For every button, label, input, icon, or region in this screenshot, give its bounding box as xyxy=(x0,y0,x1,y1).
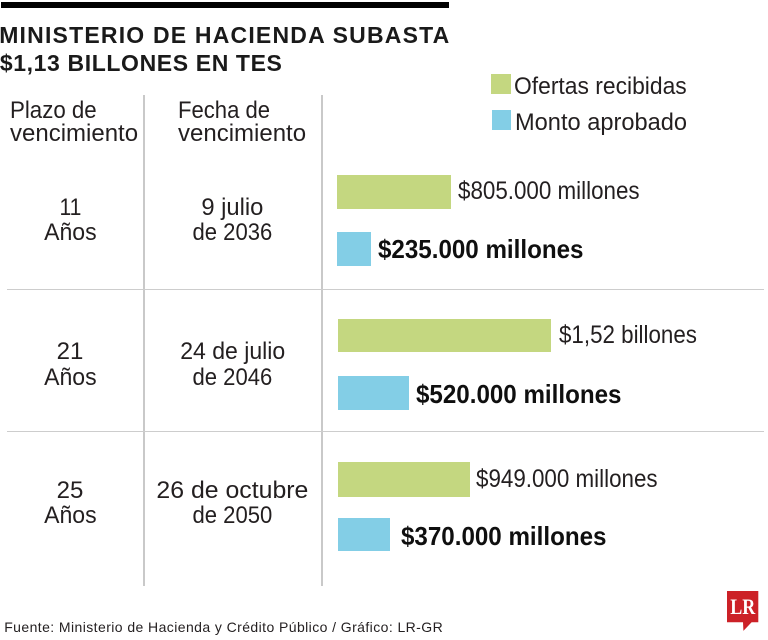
svg-text:LR: LR xyxy=(730,594,756,619)
